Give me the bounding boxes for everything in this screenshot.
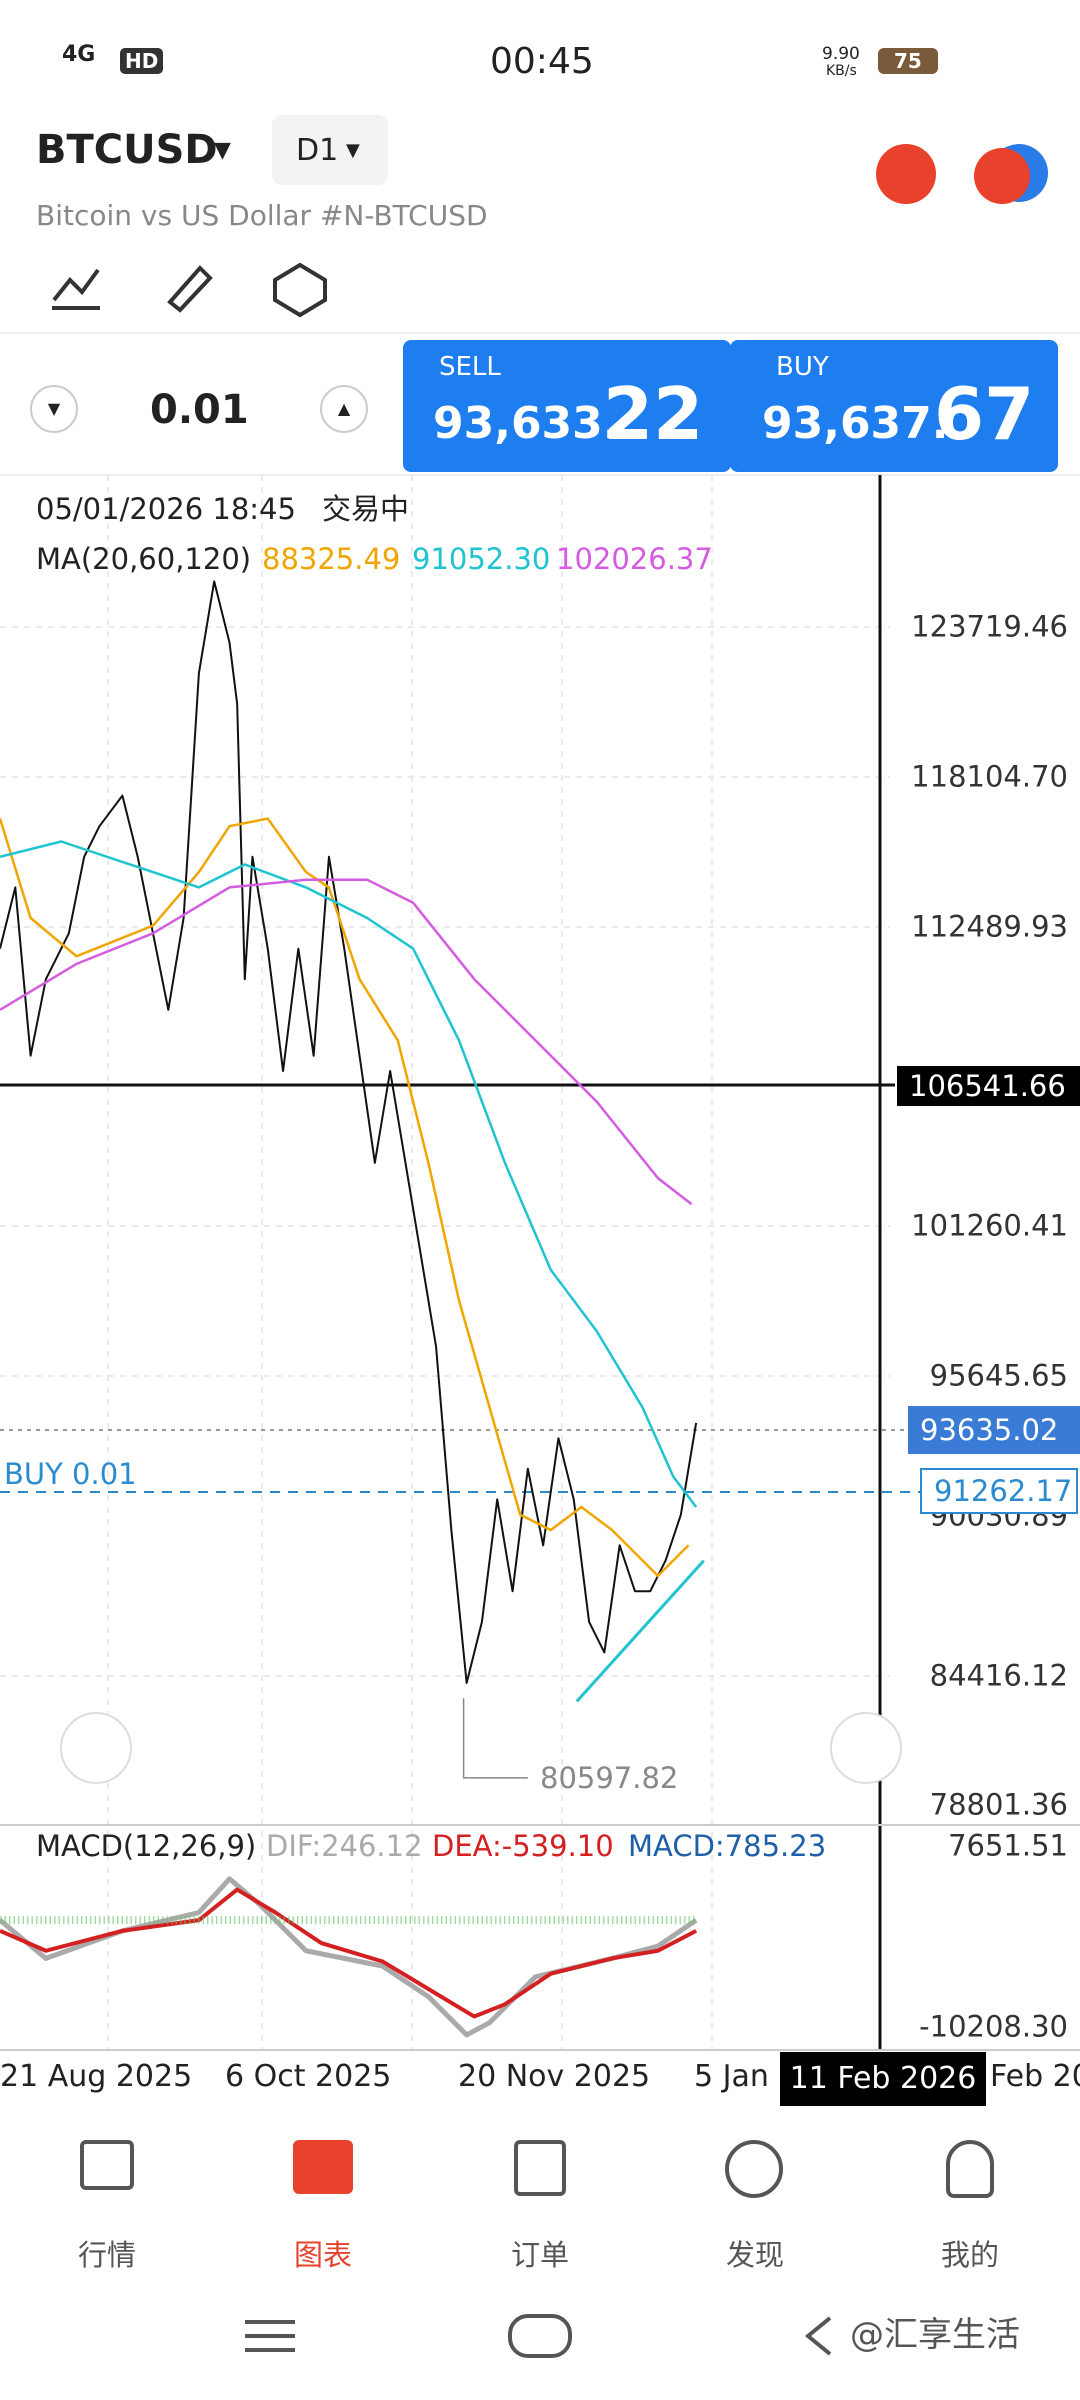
sell-label: SELL	[439, 352, 501, 382]
net-speed: 9.90	[822, 44, 860, 64]
bid-price: 93635.02	[908, 1406, 1080, 1454]
position-label: BUY 0.01	[4, 1457, 137, 1491]
nav-icon	[946, 2140, 994, 2198]
nav-icon	[293, 2140, 353, 2194]
net-speed-unit: KB/s	[826, 63, 857, 79]
visibility-button[interactable]	[830, 1712, 902, 1784]
battery: 75	[878, 48, 938, 74]
chart-lines	[0, 581, 704, 2035]
sell-price-pips: 22	[603, 372, 704, 456]
crosshair-date: 11 Feb 2026	[780, 2052, 986, 2106]
ma120-line	[0, 880, 692, 1204]
nav-label: 行情	[77, 2238, 136, 2272]
symbol[interactable]: BTCUSD	[36, 127, 218, 173]
ma20-line	[0, 819, 689, 1576]
network: 4G	[62, 42, 96, 67]
price-label: 101260.41	[911, 1208, 1068, 1243]
macd-value: MACD:785.23	[628, 1829, 827, 1863]
price-label: 95645.65	[929, 1358, 1068, 1393]
datetime: 05/01/2026 18:45	[36, 492, 296, 526]
nav-icon	[725, 2140, 783, 2198]
macd-axis-label: 7651.51	[948, 1828, 1068, 1863]
timeframe[interactable]: D1	[296, 133, 339, 168]
macd-label: MACD(12,26,9)	[36, 1829, 257, 1863]
indicator-icon[interactable]	[52, 268, 100, 302]
clock-icon[interactable]	[876, 144, 936, 204]
volume: 0.01	[150, 387, 249, 433]
price-label: 112489.93	[911, 909, 1068, 944]
nav-label: 发现	[725, 2238, 784, 2272]
description: Bitcoin vs US Dollar #N-BTCUSD	[36, 199, 488, 232]
volume-down[interactable]: ▼	[30, 385, 78, 433]
buy-label: BUY	[776, 352, 829, 382]
price-path	[0, 581, 696, 1683]
nav-label: 图表	[293, 2238, 352, 2272]
hd-badge: HD	[120, 48, 164, 74]
volume-up[interactable]: ▲	[320, 385, 368, 433]
nav-label: 我的	[940, 2238, 999, 2272]
dropdown-caret[interactable]: ▼	[346, 140, 360, 161]
position-price: 91262.17	[920, 1468, 1078, 1514]
macd-dea-line	[0, 1890, 696, 2017]
object-icon[interactable]	[273, 262, 327, 318]
buy-price-pips: 67	[934, 372, 1035, 456]
date-label: 5 Jan	[694, 2059, 769, 2094]
price-label: 78801.36	[929, 1787, 1068, 1822]
date-label: 20 Nov 2025	[458, 2059, 651, 2094]
watermark: @汇享生活	[850, 2315, 1020, 2355]
low-marker	[464, 1698, 528, 1778]
low-label: 80597.82	[540, 1761, 679, 1795]
flash-icon[interactable]	[974, 148, 1030, 204]
toolbar-icons	[52, 262, 327, 318]
nav-label: 订单	[510, 2238, 569, 2272]
ma20-value: 88325.49	[262, 542, 401, 576]
date-label: Feb 20	[990, 2059, 1080, 2094]
price-label: 84416.12	[929, 1658, 1068, 1693]
macd-dif: DIF:246.12	[266, 1829, 423, 1863]
price-label: 123719.46	[911, 609, 1068, 644]
ma60-line	[0, 842, 696, 1508]
date-label: 6 Oct 2025	[225, 2059, 392, 2094]
crosshair-price: 106541.66	[897, 1066, 1080, 1106]
market-status: 交易中	[322, 492, 410, 526]
ma60-value: 91052.30	[412, 542, 551, 576]
date-label: 21 Aug 2025	[0, 2059, 193, 2094]
nav-icon	[80, 2140, 134, 2190]
clock: 00:45	[490, 41, 594, 82]
macd-axis-label: -10208.30	[919, 2009, 1068, 2044]
draw-icon[interactable]	[167, 265, 213, 313]
ma-label: MA(20,60,120)	[36, 542, 252, 576]
nav-icon	[514, 2140, 566, 2196]
sell-button[interactable]: SELL 93,633. 22	[403, 340, 731, 472]
dropdown-caret[interactable]: ▼	[214, 138, 231, 163]
macd-dea: DEA:-539.10	[432, 1829, 614, 1863]
sell-price: 93,633.	[433, 398, 620, 449]
price-label: 118104.70	[911, 759, 1068, 794]
buy-button[interactable]: BUY 93,637. 67	[730, 340, 1058, 472]
rotate-button[interactable]	[60, 1712, 132, 1784]
timeframe-box[interactable]	[272, 115, 388, 185]
buy-price: 93,637.	[762, 398, 949, 449]
ma120-value: 102026.37	[556, 542, 713, 576]
trend-line	[577, 1561, 704, 1702]
